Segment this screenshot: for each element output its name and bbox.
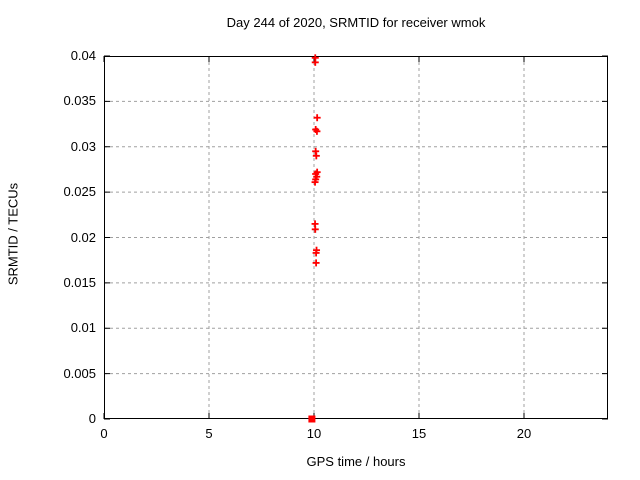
x-tick-label: 20 [516,426,532,441]
y-tick-label: 0.04 [70,48,96,63]
plot-border [104,56,608,419]
y-tick-label: 0.025 [63,184,96,200]
x-tick-label: 15 [411,426,427,441]
x-tick-label: 0 [100,426,108,441]
plot-area [103,54,608,423]
y-tick-label: 0 [88,411,96,426]
y-tick-label: 0.01 [70,320,96,336]
x-tick-label: 10 [306,426,322,441]
y-tick-label: 0.035 [63,93,96,109]
y-tick-label: 0.03 [70,138,96,154]
chart-title: Day 244 of 2020, SRMTID for receiver wmo… [226,15,486,30]
data-point-square [308,415,316,423]
x-axis-label: GPS time / hours [306,454,406,469]
scatter-plot-canvas [103,54,608,423]
x-tick-label: 5 [205,426,213,441]
y-tick-label: 0.015 [63,274,96,290]
y-tick-label: 0.02 [70,229,96,245]
y-tick-label: 0.005 [63,365,96,381]
